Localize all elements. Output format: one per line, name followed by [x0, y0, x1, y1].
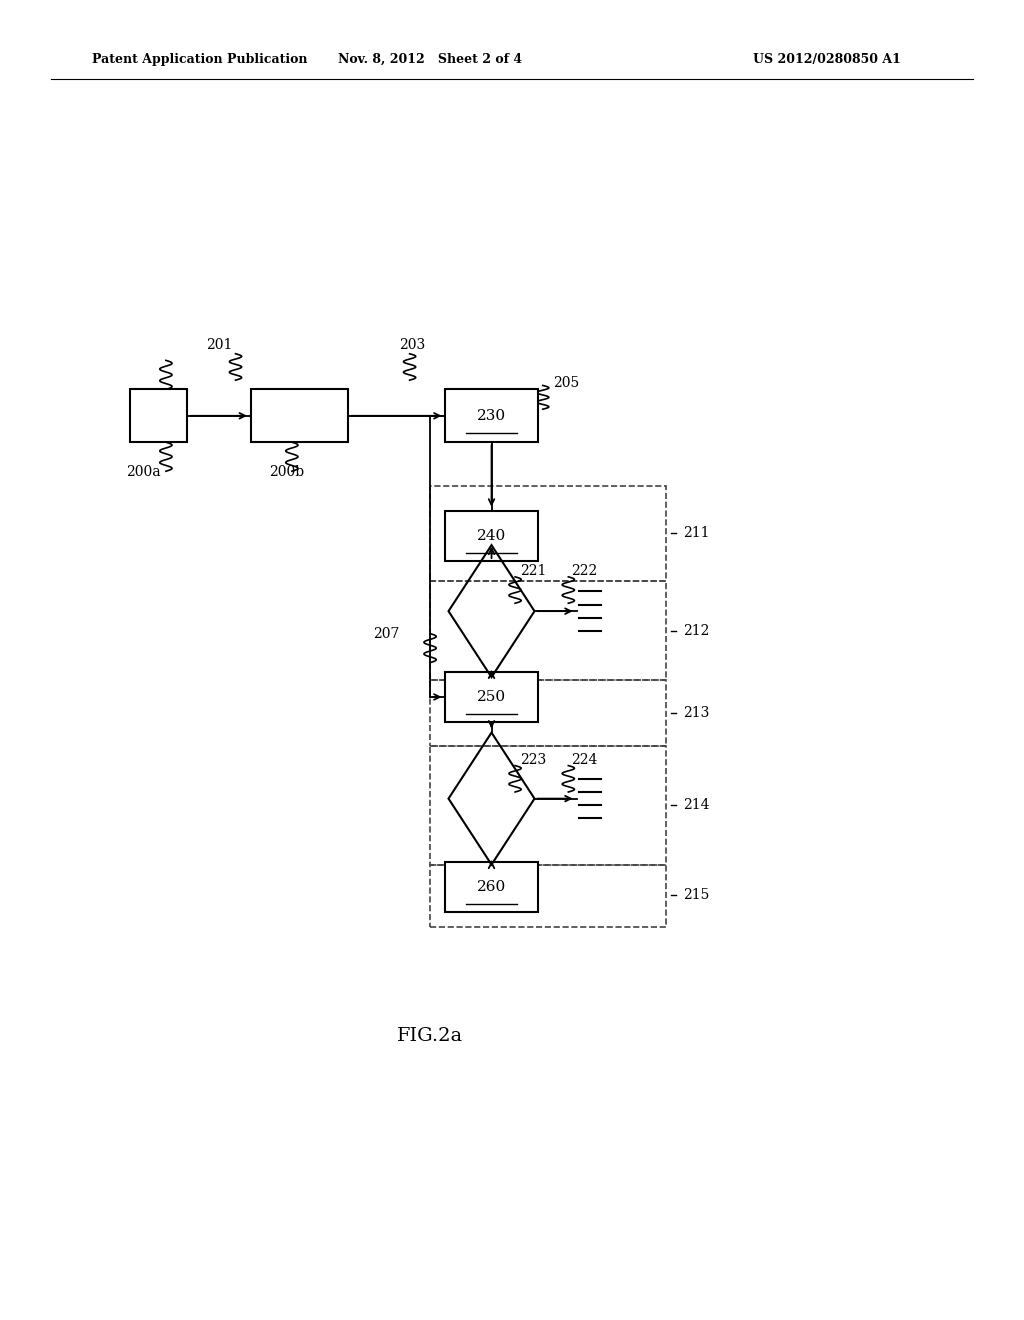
Bar [430, 865, 666, 927]
Text: 203: 203 [399, 338, 426, 352]
Text: FIG.2a: FIG.2a [397, 1027, 463, 1045]
Bar [445, 862, 538, 912]
Text: 260: 260 [477, 880, 506, 894]
Bar [430, 746, 666, 865]
Text: US 2012/0280850 A1: US 2012/0280850 A1 [754, 53, 901, 66]
Text: 240: 240 [477, 529, 506, 543]
Text: 200a: 200a [126, 465, 161, 479]
Bar [130, 389, 187, 442]
Text: 207: 207 [373, 627, 399, 640]
Text: 221: 221 [520, 564, 547, 578]
Text: 211: 211 [683, 527, 710, 540]
Text: 201: 201 [206, 338, 232, 352]
Bar [251, 389, 348, 442]
Text: 212: 212 [683, 624, 710, 638]
Text: 224: 224 [571, 752, 598, 767]
Text: 215: 215 [683, 888, 710, 902]
Text: 222: 222 [571, 564, 598, 578]
Text: 205: 205 [553, 376, 580, 389]
Text: 223: 223 [520, 752, 547, 767]
Text: 213: 213 [683, 706, 710, 719]
Text: 214: 214 [683, 799, 710, 812]
Bar [430, 486, 666, 581]
Bar [430, 581, 666, 680]
Text: Nov. 8, 2012   Sheet 2 of 4: Nov. 8, 2012 Sheet 2 of 4 [338, 53, 522, 66]
Bar [430, 680, 666, 746]
Text: 250: 250 [477, 690, 506, 704]
Text: 200b: 200b [269, 465, 304, 479]
Bar [445, 511, 538, 561]
Bar [445, 389, 538, 442]
Text: Patent Application Publication: Patent Application Publication [92, 53, 307, 66]
Text: 230: 230 [477, 409, 506, 422]
Bar [445, 672, 538, 722]
